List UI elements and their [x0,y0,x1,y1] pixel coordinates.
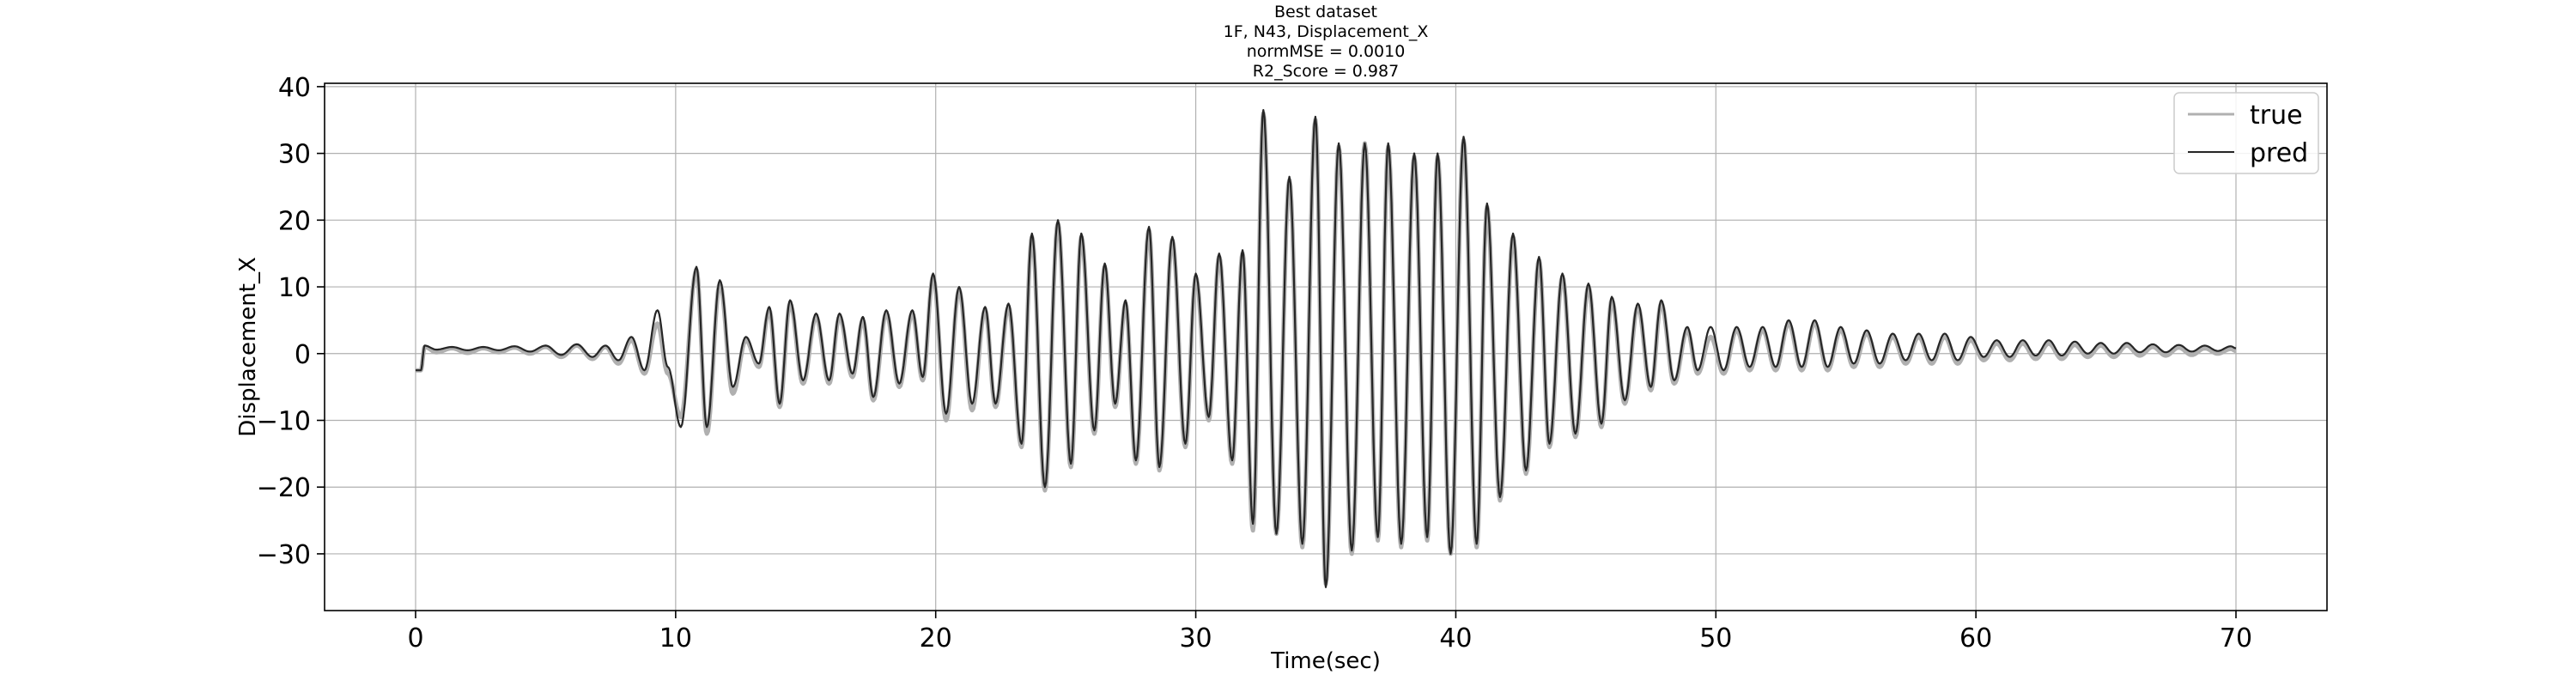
x-tick-label: 70 [2220,623,2252,654]
y-tick-label: 20 [278,206,311,236]
y-tick-label: 30 [278,140,311,170]
title-line-4: R2_Score = 0.987 [1253,62,1399,81]
y-axis-ticks: −30 −20 −10 0 10 20 30 40 [257,73,325,570]
x-tick-label: 60 [1959,623,1992,654]
x-tick-label: 50 [1699,623,1732,654]
x-axis-ticks: 0 10 20 30 40 50 60 70 [407,611,2252,654]
y-tick-label: 40 [278,73,311,103]
x-tick-label: 30 [1179,623,1212,654]
y-axis-label: Displacement_X [235,257,261,437]
x-axis-label: Time(sec) [1270,648,1381,674]
y-tick-label: −20 [257,473,311,503]
x-tick-label: 0 [407,623,423,654]
title-line-2: 1F, N43, Displacement_X [1224,22,1429,41]
legend-label-pred: pred [2250,138,2308,168]
series-lines [416,109,2238,588]
y-tick-label: 10 [278,273,311,303]
legend: true pred [2173,92,2319,174]
legend-label-true: true [2250,100,2303,131]
y-tick-label: 0 [295,340,311,370]
x-tick-label: 10 [659,623,692,654]
title-line-1: Best dataset [1274,3,1377,21]
y-tick-label: −30 [257,540,311,570]
x-tick-label: 20 [920,623,952,654]
series-line-pred [416,109,2237,588]
y-tick-label: −10 [257,406,311,436]
chart-title: Best dataset 1F, N43, Displacement_X nor… [1224,3,1429,81]
title-line-3: normMSE = 0.0010 [1247,42,1406,61]
x-tick-label: 40 [1439,623,1472,654]
plot-frame [324,82,2328,611]
